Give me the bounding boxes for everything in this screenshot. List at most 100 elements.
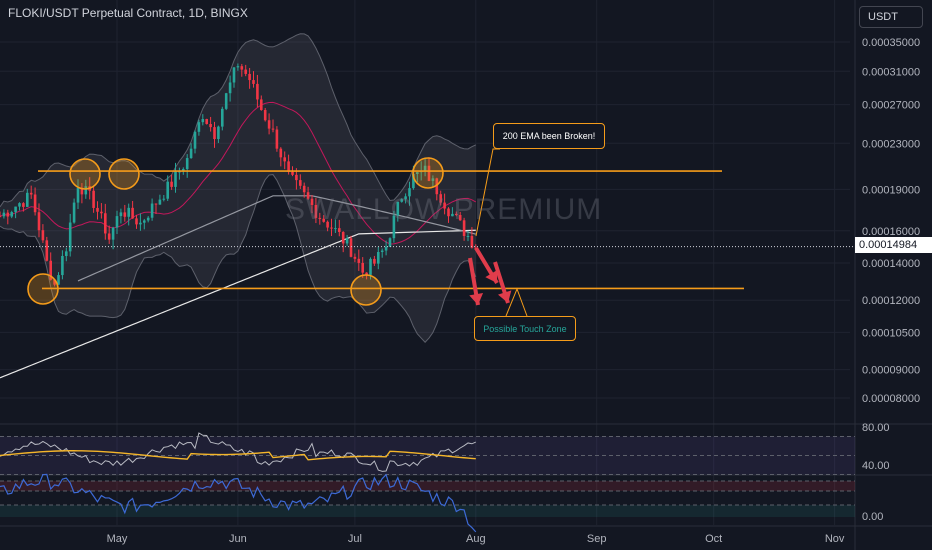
levels xyxy=(0,170,855,290)
candle-body xyxy=(302,185,306,193)
candle-body xyxy=(119,212,123,217)
candle-body xyxy=(412,174,415,189)
candle-body xyxy=(193,131,197,149)
price-tick-label: 0.00008000 xyxy=(862,393,920,405)
rsi-panel: 80.00 40.00 xyxy=(0,422,890,475)
candle-body xyxy=(400,199,403,202)
mom-band-top xyxy=(0,481,855,491)
candle-body xyxy=(232,67,236,83)
price-tick-label: 0.00009000 xyxy=(862,365,920,377)
candle-body xyxy=(100,211,103,214)
momentum-tick-label: 0.00 xyxy=(862,511,883,523)
time-axis: May Jun Jul Aug Sep Oct Nov xyxy=(107,533,845,545)
candle-body xyxy=(271,128,275,130)
candle-body xyxy=(458,215,462,221)
candle-body xyxy=(197,122,201,132)
callout-pointer xyxy=(505,287,528,317)
candle-body xyxy=(127,207,130,217)
pivot-circle xyxy=(27,273,59,305)
last-price-tag: 0.00014984 xyxy=(855,237,932,253)
candle-body xyxy=(427,165,431,181)
candle-body xyxy=(431,178,435,181)
candle-body xyxy=(236,66,240,68)
candle-body xyxy=(213,127,216,140)
down-arrow-head xyxy=(469,292,484,305)
band-upper xyxy=(0,33,477,208)
price-tick-label: 0.00023000 xyxy=(862,138,920,150)
band-basis xyxy=(0,101,477,245)
candle-body xyxy=(131,207,134,219)
candle-body xyxy=(365,272,368,275)
candle-body xyxy=(143,220,146,223)
candle-body xyxy=(221,108,224,127)
candle-body xyxy=(22,203,25,207)
rsi-tick-label: 40.00 xyxy=(862,460,890,472)
candle-body xyxy=(6,212,10,217)
rsi-ma-line xyxy=(0,450,476,461)
pivot-circle xyxy=(350,274,382,306)
time-tick-label: Oct xyxy=(705,533,722,545)
ema-broken-callout: 200 EMA been Broken! xyxy=(493,123,605,149)
candle-body xyxy=(18,203,21,207)
chart-title: FLOKI/USDT Perpetual Contract, 1D, BINGX xyxy=(8,6,248,20)
candle-body xyxy=(123,212,127,217)
candle-body xyxy=(150,203,154,218)
candle-body xyxy=(92,190,95,208)
candle-body xyxy=(423,165,427,171)
candle-body xyxy=(279,148,283,158)
candle-body xyxy=(41,230,45,241)
candle-body xyxy=(37,212,41,231)
candle-body xyxy=(384,246,388,251)
candle-body xyxy=(306,192,310,199)
down-arrow-head xyxy=(485,269,498,283)
time-tick-label: Nov xyxy=(825,533,845,545)
price-tick-label: 0.00012000 xyxy=(862,295,920,307)
candle-body xyxy=(439,194,442,203)
candle-body xyxy=(33,194,37,213)
candle-body xyxy=(353,256,357,259)
momentum-line xyxy=(0,473,477,533)
candle-body xyxy=(326,221,329,228)
time-tick-label: Jul xyxy=(348,533,362,545)
candle-body xyxy=(166,181,169,199)
currency-button[interactable]: USDT xyxy=(859,6,923,28)
candle-body xyxy=(318,217,322,219)
candle-body xyxy=(107,233,111,240)
candle-body xyxy=(72,202,76,223)
price-tick-label: 0.00010500 xyxy=(862,327,920,339)
candle-body xyxy=(162,198,166,200)
candle-body xyxy=(260,99,263,110)
candle-body xyxy=(189,148,193,159)
price-tick-label: 0.00027000 xyxy=(862,100,920,112)
candle-body xyxy=(240,66,244,70)
candle-body xyxy=(68,222,72,252)
candle-body xyxy=(154,203,158,205)
candle-body xyxy=(447,208,450,217)
candle-body xyxy=(470,235,474,248)
candle-body xyxy=(104,213,107,234)
candle-body xyxy=(357,258,361,263)
candle-body xyxy=(248,73,251,81)
markers xyxy=(27,148,528,317)
candle-body xyxy=(29,192,33,195)
down-arrow-head xyxy=(498,290,512,303)
touch-zone-callout: Possible Touch Zone xyxy=(474,316,576,341)
candle-body xyxy=(49,260,52,280)
candle-body xyxy=(174,171,177,187)
watermark: SWALLOW PREMIUM xyxy=(285,193,603,226)
candle-body xyxy=(416,172,419,175)
ema-200-line xyxy=(0,229,476,379)
candle-body xyxy=(267,120,271,129)
candle-body xyxy=(283,157,286,162)
candle-body xyxy=(244,69,247,74)
candle-body xyxy=(466,235,470,237)
candle-body xyxy=(217,126,220,140)
band-lower xyxy=(0,174,477,343)
candle-body xyxy=(369,258,372,275)
band-fill xyxy=(0,33,476,343)
price-tick-label: 0.00035000 xyxy=(862,37,920,49)
candle-body xyxy=(61,255,64,276)
candle-body xyxy=(451,213,454,217)
